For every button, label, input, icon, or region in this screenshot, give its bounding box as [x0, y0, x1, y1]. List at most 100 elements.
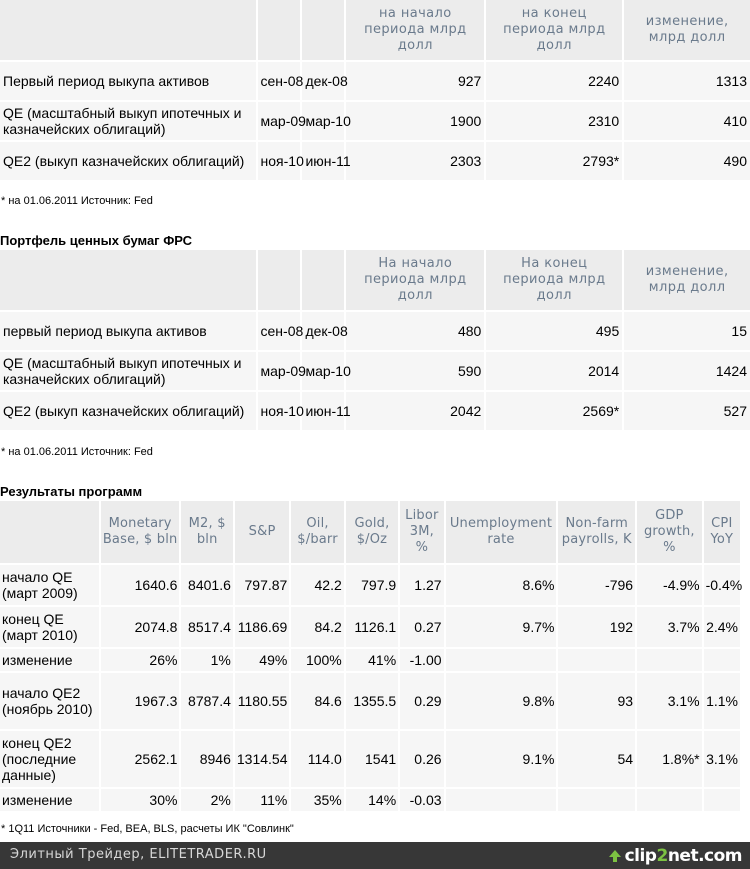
table-row: изменение 26% 1% 49% 100% 41% -1.00 [0, 649, 740, 671]
cell: 41% [345, 649, 399, 671]
cell: 30% [100, 789, 180, 811]
cell: -0.03 [400, 789, 444, 811]
table2-note: * на 01.06.2011 Источник: Fed [1, 446, 153, 458]
cell: 1541 [345, 731, 399, 787]
cell: 54 [558, 731, 636, 787]
securities-portfolio-title: Портфель ценных бумаг ФРС [0, 233, 193, 248]
end-value: 2310 [486, 102, 623, 140]
cell [637, 789, 702, 811]
cell: 9.7% [445, 607, 557, 647]
cell: 1355.5 [345, 673, 399, 729]
header-start: На начало периода млрд долл [346, 250, 485, 310]
start-date: мар-09 [257, 352, 306, 390]
cell: -0.4% [703, 565, 742, 605]
cell: 93 [558, 673, 636, 729]
cell: 11% [234, 789, 290, 811]
cell [637, 649, 702, 671]
row-label: QE (масштабный выкуп ипотечных и казначе… [0, 102, 256, 140]
table-row: конец QE (март 2010) 2074.8 8517.4 1186.… [0, 607, 740, 647]
row-label: QE2 (выкуп казначейских облигаций) [0, 142, 256, 180]
header-gold: Gold, $/Oz [345, 501, 399, 563]
cell [445, 649, 557, 671]
cell: 1126.1 [345, 607, 399, 647]
cell [445, 789, 557, 811]
start-value: 480 [346, 312, 485, 350]
change-value: 410 [624, 102, 750, 140]
row-label: изменение [0, 649, 99, 671]
cell: 9.1% [445, 731, 557, 787]
header-start: на начало периода млрд долл [346, 0, 485, 60]
cell: 8.6% [445, 565, 557, 605]
cell: 2% [181, 789, 233, 811]
table3-note: * 1Q11 Источники - Fed, BEA, BLS, расчет… [1, 823, 294, 835]
cell: 3.1% [703, 731, 740, 787]
table-row: начало QE (март 2009) 1640.6 8401.6 797.… [0, 565, 742, 605]
cell: 3.1% [637, 673, 702, 729]
start-date: ноя-10 [257, 392, 304, 430]
cell: 1186.69 [234, 607, 290, 647]
table-row: QE (масштабный выкуп ипотечных и казначе… [0, 352, 750, 390]
end-value: 2793* [486, 142, 623, 180]
upload-arrow-icon [608, 849, 621, 862]
header-cell [0, 501, 99, 563]
cell: 84.6 [291, 673, 344, 729]
cell: 1314.54 [234, 731, 290, 787]
cell: 35% [291, 789, 344, 811]
start-value: 927 [346, 62, 485, 100]
cell: -4.9% [637, 565, 702, 605]
logo-text: clip2net.com [624, 845, 743, 866]
cell: 797.87 [234, 565, 290, 605]
footer-source: Элитный Трейдер, ELITETRADER.RU [10, 847, 267, 862]
header-cell [257, 0, 301, 60]
start-date: сен-08 [257, 312, 303, 350]
start-date: мар-09 [257, 102, 306, 140]
cell: 3.7% [637, 607, 702, 647]
cell: 1.8%* [637, 731, 702, 787]
end-date: мар-10 [302, 352, 351, 390]
row-label: QE2 (выкуп казначейских облигаций) [0, 392, 256, 430]
cell: -1.00 [400, 649, 444, 671]
header-payrolls: Non-farm payrolls, K [558, 501, 636, 563]
header-change: изменение, млрд долл [624, 0, 750, 60]
row-label: конец QE (март 2010) [0, 607, 99, 647]
end-date: июн-11 [302, 142, 351, 180]
cell: 26% [100, 649, 180, 671]
table-row: QE2 (выкуп казначейских облигаций) ноя-1… [0, 142, 750, 180]
end-value: 495 [486, 312, 623, 350]
change-value: 490 [624, 142, 750, 180]
cell: 192 [558, 607, 636, 647]
cell: 0.27 [400, 607, 444, 647]
table-row: конец QE2 (последние данные) 2562.1 8946… [0, 731, 740, 787]
cell: 84.2 [291, 607, 344, 647]
change-value: 1424 [624, 352, 750, 390]
cell: 8517.4 [181, 607, 233, 647]
cell: 2074.8 [100, 607, 180, 647]
cell [703, 649, 740, 671]
cell: 1.27 [400, 565, 444, 605]
cell: 49% [234, 649, 290, 671]
header-change: изменение, млрд долл [624, 250, 750, 310]
cell: 100% [291, 649, 344, 671]
clip2net-logo: clip2net.com [608, 845, 743, 866]
end-value: 2014 [486, 352, 623, 390]
end-value: 2240 [486, 62, 623, 100]
cell [558, 789, 636, 811]
asset-purchase-table: на начало периода млрд долл на конец пер… [0, 0, 750, 182]
header-cell [0, 250, 256, 310]
end-date: июн-11 [302, 392, 351, 430]
row-label: изменение [0, 789, 99, 811]
end-date: дек-08 [302, 62, 348, 100]
header-libor: Libor 3M, % [400, 501, 444, 563]
start-date: сен-08 [257, 62, 303, 100]
program-results-table: Monetary Base, $ bln M2, $ bln S&P Oil, … [0, 499, 742, 813]
row-label: первый период выкупа активов [0, 312, 256, 350]
cell: 797.9 [345, 565, 399, 605]
cell [558, 649, 636, 671]
header-cpi: CPI YoY [703, 501, 740, 563]
cell: 1967.3 [100, 673, 180, 729]
cell: 1180.55 [234, 673, 290, 729]
table-row: изменение 30% 2% 11% 35% 14% -0.03 [0, 789, 740, 811]
end-value: 2569* [486, 392, 623, 430]
table-row: начало QE2 (ноябрь 2010) 1967.3 8787.4 1… [0, 673, 740, 729]
table-row: QE2 (выкуп казначейских облигаций) ноя-1… [0, 392, 750, 430]
